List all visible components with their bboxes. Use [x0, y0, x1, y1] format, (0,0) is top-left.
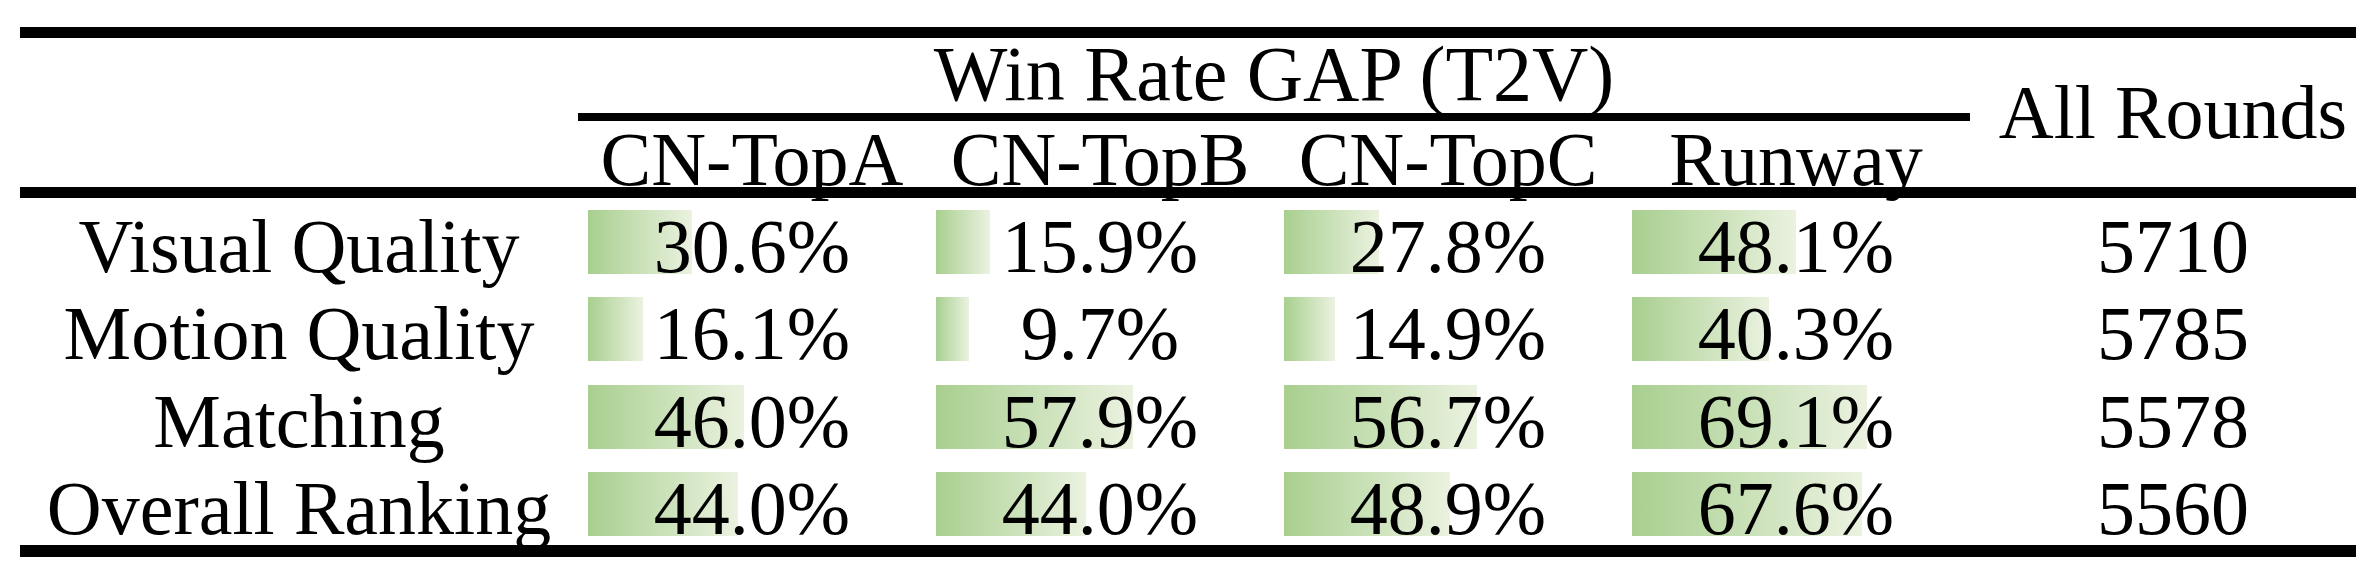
cell-value: 5578 [2097, 378, 2249, 465]
cell-value: 16.1% [654, 290, 850, 377]
row-label-text: Visual Quality [79, 203, 520, 290]
table-cell: 69.1% [1622, 373, 1970, 460]
table-cell: 44.0% [926, 460, 1274, 547]
cell-value: 5710 [2097, 203, 2249, 290]
table-cell: 40.3% [1622, 285, 1970, 372]
cell-value: 5785 [2097, 290, 2249, 377]
table-cell: 44.0% [578, 460, 926, 547]
table-cell: 56.7% [1274, 373, 1622, 460]
cell-value: 27.8% [1350, 203, 1546, 290]
column-header-cn-topb: CN-TopB [926, 118, 1274, 187]
data-bar [936, 297, 969, 361]
column-header-cn-topc: CN-TopC [1274, 118, 1622, 187]
cell-value: 30.6% [654, 203, 850, 290]
row-label-motion-quality: Motion Quality [20, 285, 578, 372]
row-label-text: Motion Quality [64, 290, 535, 377]
column-header-runway: Runway [1622, 118, 1970, 187]
cell-value: 56.7% [1350, 378, 1546, 465]
row-label-text: Overall Ranking [47, 465, 551, 552]
all-rounds-cell: 5785 [1970, 285, 2376, 372]
all-rounds-cell: 5560 [1970, 460, 2376, 547]
table-cell: 14.9% [1274, 285, 1622, 372]
cell-value: 44.0% [654, 465, 850, 552]
column-header-text: CN-TopA [601, 116, 904, 203]
table-cell: 27.8% [1274, 198, 1622, 285]
data-bar [588, 297, 643, 361]
data-bar [1284, 297, 1335, 361]
cell-value: 46.0% [654, 378, 850, 465]
column-header-text: CN-TopB [951, 116, 1250, 203]
column-header-cn-topa: CN-TopA [578, 118, 926, 187]
row-label-matching: Matching [20, 373, 578, 460]
all-rounds-cell: 5578 [1970, 373, 2376, 460]
table-cell: 16.1% [578, 285, 926, 372]
table-cell: 48.1% [1622, 198, 1970, 285]
cell-value: 48.9% [1350, 465, 1546, 552]
table-cell: 46.0% [578, 373, 926, 460]
column-header-all-rounds-text: All Rounds [1999, 69, 2347, 156]
column-header-text: CN-TopC [1299, 116, 1598, 203]
row-label-text: Matching [153, 378, 444, 465]
win-rate-gap-table: Win Rate GAP (T2V) All Rounds CN-TopA CN… [0, 0, 2376, 568]
cell-value: 5560 [2097, 465, 2249, 552]
data-bar [936, 210, 990, 274]
row-label-overall-ranking: Overall Ranking [20, 460, 578, 547]
table-title: Win Rate GAP (T2V) [578, 34, 1970, 113]
all-rounds-cell: 5710 [1970, 198, 2376, 285]
table-cell: 15.9% [926, 198, 1274, 285]
cell-value: 40.3% [1698, 290, 1894, 377]
table-cell: 9.7% [926, 285, 1274, 372]
table-cell: 67.6% [1622, 460, 1970, 547]
column-header-text: Runway [1669, 116, 1922, 203]
cell-value: 9.7% [1021, 290, 1179, 377]
cell-value: 44.0% [1002, 465, 1198, 552]
cell-value: 14.9% [1350, 290, 1546, 377]
table-title-text: Win Rate GAP (T2V) [934, 29, 1615, 119]
cell-value: 67.6% [1698, 465, 1894, 552]
column-header-all-rounds: All Rounds [1970, 38, 2376, 187]
cell-value: 57.9% [1002, 378, 1198, 465]
cell-value: 15.9% [1002, 203, 1198, 290]
cell-value: 48.1% [1698, 203, 1894, 290]
cell-value: 69.1% [1698, 378, 1894, 465]
table-cell: 30.6% [578, 198, 926, 285]
table-cell: 57.9% [926, 373, 1274, 460]
table-cell: 48.9% [1274, 460, 1622, 547]
row-label-visual-quality: Visual Quality [20, 198, 578, 285]
